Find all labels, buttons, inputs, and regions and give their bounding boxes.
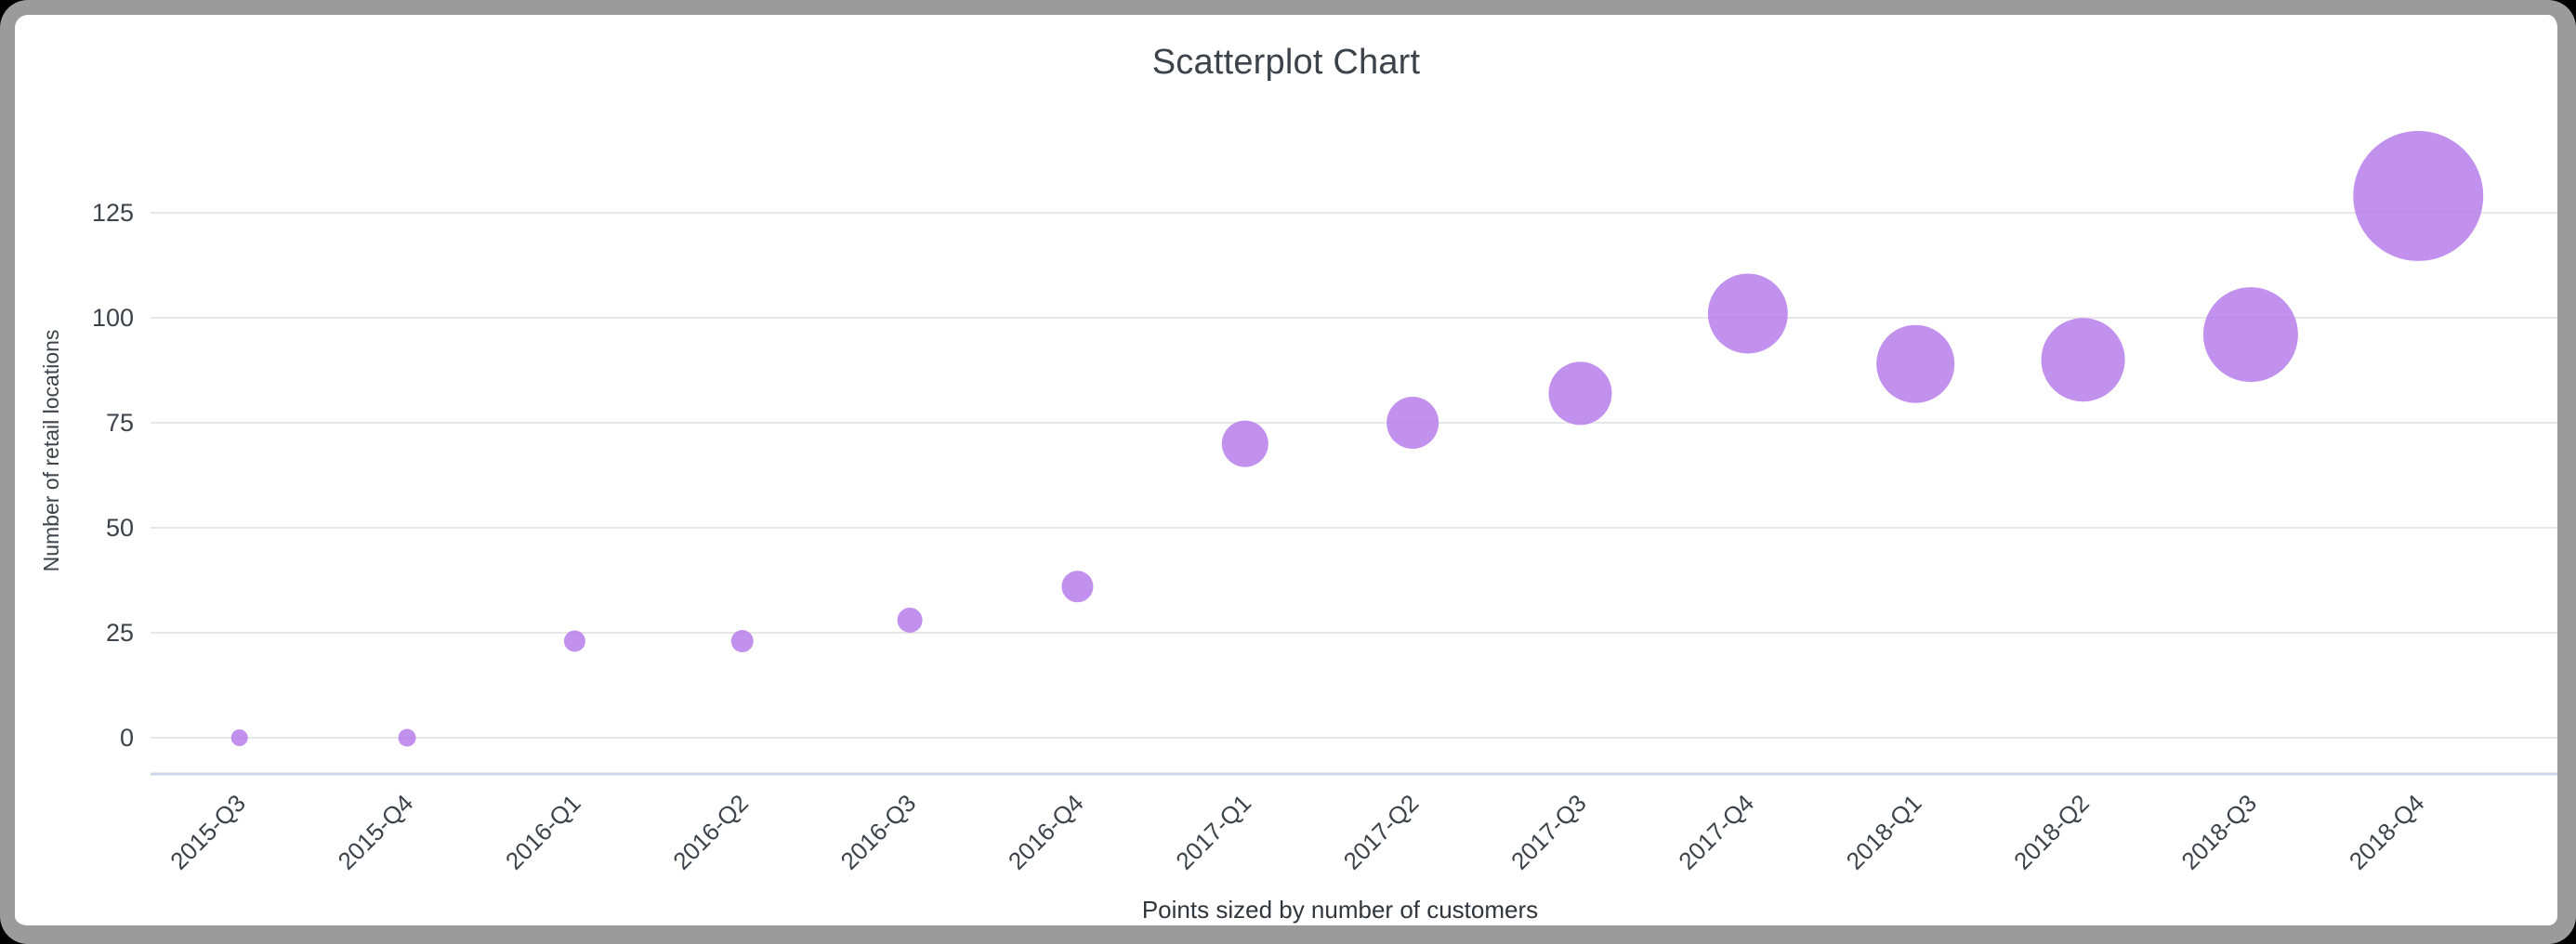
x-tick-label: 2017-Q4 [1673, 789, 1759, 875]
y-axis-title: Number of retail locations [39, 330, 63, 572]
data-point[interactable] [1387, 397, 1439, 449]
data-point[interactable] [1548, 361, 1612, 426]
chart-title: Scatterplot Chart [1151, 43, 1421, 82]
data-point[interactable] [730, 630, 754, 653]
x-tick-label: 2017-Q3 [1505, 789, 1592, 875]
y-tick-label: 0 [120, 724, 134, 752]
data-point[interactable] [2202, 287, 2298, 383]
data-point[interactable] [230, 729, 248, 746]
x-tick-label: 2018-Q1 [1841, 789, 1927, 875]
y-tick-label: 75 [106, 409, 134, 437]
x-tick-label: 2016-Q4 [1003, 789, 1089, 875]
x-tick-label: 2015-Q4 [333, 789, 419, 875]
x-tick-label: 2016-Q1 [500, 789, 586, 875]
x-tick-label: 2017-Q1 [1170, 789, 1256, 875]
data-point[interactable] [1876, 324, 1955, 403]
x-tick-label: 2017-Q2 [1338, 789, 1425, 875]
y-tick-label: 50 [106, 514, 134, 542]
data-point[interactable] [2353, 130, 2484, 261]
x-tick-label: 2018-Q3 [2175, 789, 2262, 875]
x-tick-label: 2015-Q3 [164, 789, 251, 875]
data-point[interactable] [1221, 420, 1268, 467]
data-point[interactable] [897, 607, 923, 633]
y-tick-label: 100 [92, 304, 134, 332]
x-tick-label: 2018-Q2 [2008, 789, 2095, 875]
y-tick-label: 25 [106, 619, 134, 647]
data-point[interactable] [398, 728, 416, 747]
x-tick-label: 2018-Q4 [2344, 789, 2430, 875]
x-tick-label: 2016-Q2 [667, 789, 754, 875]
data-point[interactable] [1061, 570, 1094, 603]
chart-subtitle: Points sized by number of customers [1141, 896, 1539, 924]
scatter-chart-canvas: Number of retail locations 0 25 50 75 100 125… [39, 130, 2557, 875]
y-tick-label: 125 [92, 199, 134, 227]
x-tick-label: 2016-Q3 [835, 789, 922, 875]
data-point[interactable] [1707, 273, 1788, 354]
data-point[interactable] [563, 630, 585, 652]
data-point[interactable] [2041, 318, 2125, 402]
